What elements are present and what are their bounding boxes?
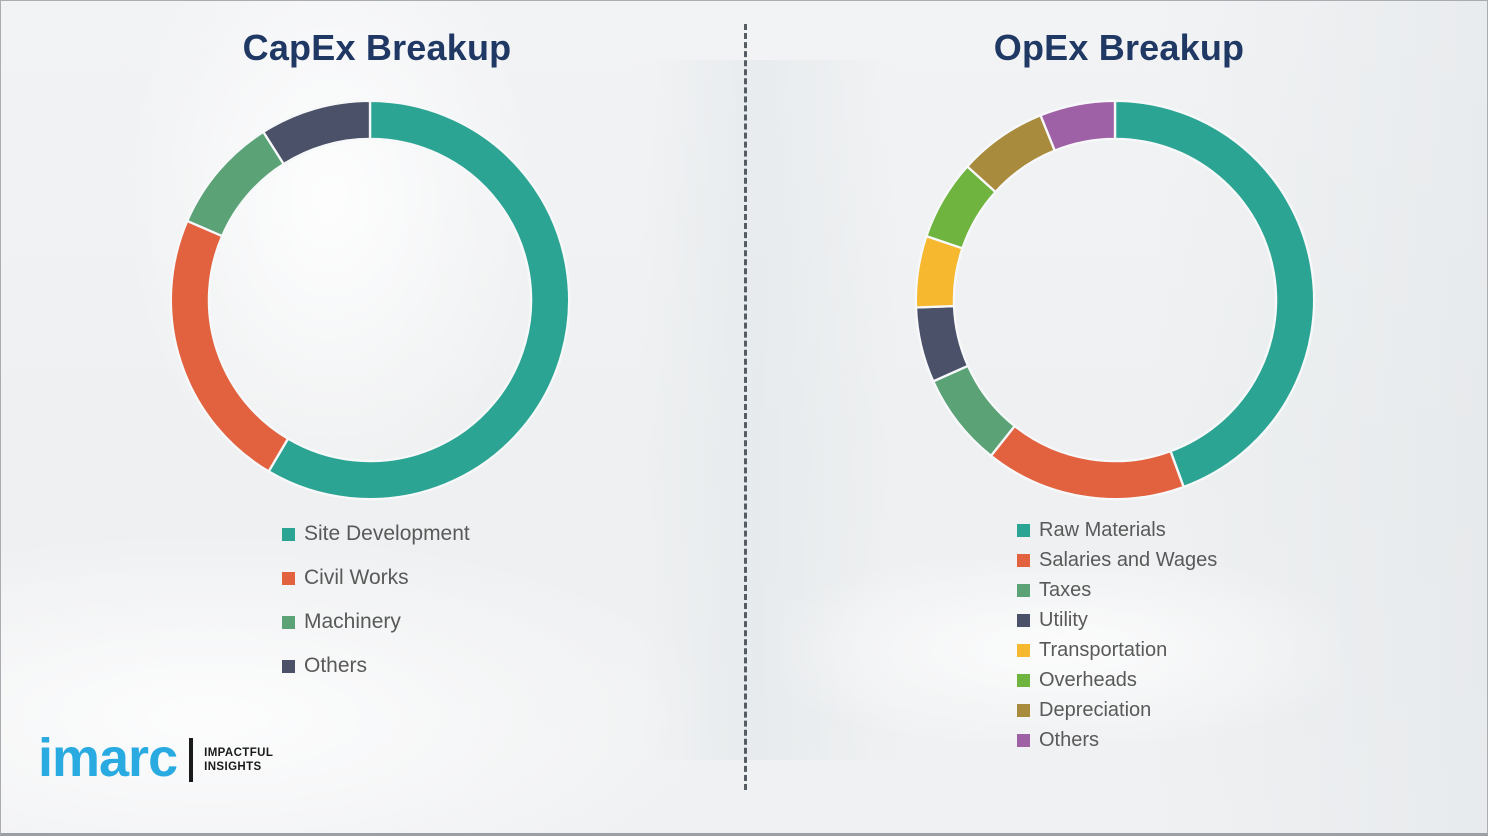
legend-item-machinery: Machinery: [282, 600, 470, 644]
imarc-logo-tagline: IMPACTFUL INSIGHTS: [204, 746, 273, 775]
legend-item-taxes: Taxes: [1017, 575, 1217, 605]
legend-label: Machinery: [304, 610, 401, 633]
donut-segment-civil-works: [169, 219, 290, 473]
capex-donut-svg: [169, 99, 571, 501]
donut-segment-site-development: [267, 99, 571, 501]
donut-segment-others: [1039, 99, 1117, 152]
legend-label: Salaries and Wages: [1039, 548, 1218, 571]
legend-swatch-icon: [1017, 583, 1030, 597]
legend-label: Civil Works: [304, 566, 409, 589]
opex-legend: Raw Materials Salaries and Wages Taxes Util…: [1017, 515, 1217, 755]
legend-label: Utility: [1039, 608, 1088, 631]
donut-segment-taxes: [932, 364, 1016, 457]
imarc-logo-divider: [189, 738, 194, 782]
capex-chart-title: CapEx Breakup: [242, 27, 512, 68]
legend-label: Depreciation: [1039, 698, 1152, 721]
legend-label: Raw Materials: [1039, 518, 1166, 541]
legend-swatch-icon: [282, 659, 295, 673]
legend-item-raw-materials: Raw Materials: [1017, 515, 1217, 545]
legend-swatch-icon: [282, 527, 295, 541]
opex-chart-title: OpEx Breakup: [993, 27, 1245, 68]
legend-item-others: Others: [282, 644, 470, 688]
opex-donut-chart: [910, 95, 1320, 505]
donut-segment-others: [262, 99, 372, 166]
legend-label: Others: [304, 654, 368, 677]
opex-donut-svg: [914, 99, 1316, 501]
legend-swatch-icon: [1017, 733, 1030, 747]
legend-item-civil-works: Civil Works: [282, 556, 470, 600]
legend-swatch-icon: [282, 571, 295, 585]
legend-item-transportation: Transportation: [1017, 635, 1217, 665]
legend-item-depreciation: Depreciation: [1017, 695, 1217, 725]
legend-label: Overheads: [1039, 668, 1137, 691]
legend-swatch-icon: [1017, 703, 1030, 717]
section-divider: [744, 24, 747, 790]
legend-item-others: Others: [1017, 725, 1217, 755]
donut-segment-salaries-and-wages: [989, 424, 1185, 501]
capex-donut-chart: [165, 95, 575, 505]
legend-item-salaries-and-wages: Salaries and Wages: [1017, 545, 1217, 575]
background-texture: [640, 60, 900, 760]
imarc-tagline-line1: IMPACTFUL: [204, 746, 274, 759]
legend-item-utility: Utility: [1017, 605, 1217, 635]
legend-label: Taxes: [1039, 578, 1092, 601]
legend-label: Site Development: [304, 522, 470, 545]
legend-swatch-icon: [1017, 643, 1030, 657]
legend-label: Transportation: [1039, 638, 1168, 661]
capex-legend: Site Development Civil Works Machinery Othe…: [282, 512, 470, 688]
legend-item-overheads: Overheads: [1017, 665, 1217, 695]
legend-swatch-icon: [1017, 673, 1030, 687]
legend-swatch-icon: [1017, 553, 1030, 567]
legend-label: Others: [1039, 728, 1100, 751]
imarc-logo: imarc IMPACTFUL INSIGHTS: [38, 731, 273, 789]
legend-swatch-icon: [1017, 613, 1030, 627]
legend-item-site-development: Site Development: [282, 512, 470, 556]
donut-segment-machinery: [186, 130, 285, 238]
imarc-logo-wordmark: imarc: [38, 728, 178, 788]
imarc-tagline-line2: INSIGHTS: [204, 761, 262, 773]
donut-segment-utility: [914, 304, 970, 383]
donut-segment-raw-materials: [1113, 99, 1316, 489]
legend-swatch-icon: [282, 615, 295, 629]
legend-swatch-icon: [1017, 523, 1030, 537]
